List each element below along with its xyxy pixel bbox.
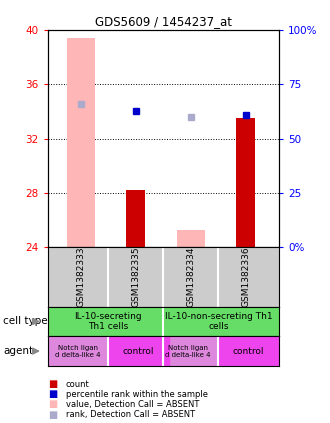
Text: GSM1382333: GSM1382333: [76, 247, 85, 308]
Text: value, Detection Call = ABSENT: value, Detection Call = ABSENT: [66, 400, 199, 409]
Text: GSM1382335: GSM1382335: [131, 247, 140, 308]
Text: GSM1382334: GSM1382334: [186, 247, 195, 308]
Text: ■: ■: [48, 399, 57, 409]
Bar: [67, 38, 95, 247]
Text: GSM1382336: GSM1382336: [241, 247, 250, 308]
Text: ■: ■: [48, 389, 57, 399]
Text: control: control: [123, 346, 154, 356]
Text: IL-10-secreting
Th1 cells: IL-10-secreting Th1 cells: [75, 312, 142, 331]
Title: GDS5609 / 1454237_at: GDS5609 / 1454237_at: [95, 16, 232, 28]
Bar: [163, 307, 279, 336]
Text: percentile rank within the sample: percentile rank within the sample: [66, 390, 208, 399]
Bar: [126, 190, 146, 247]
Text: control: control: [233, 346, 264, 356]
Text: cell type: cell type: [3, 316, 48, 327]
Text: Notch ligan
d delta-like 4: Notch ligan d delta-like 4: [165, 345, 211, 357]
Bar: [158, 336, 218, 366]
Text: count: count: [66, 379, 90, 389]
Bar: [108, 336, 169, 366]
Bar: [218, 336, 279, 366]
Text: agent: agent: [3, 346, 33, 356]
Bar: [48, 336, 108, 366]
Bar: [236, 118, 255, 247]
Bar: [48, 307, 163, 336]
Text: ■: ■: [48, 409, 57, 420]
Text: Notch ligan
d delta-like 4: Notch ligan d delta-like 4: [55, 345, 101, 357]
Text: IL-10-non-secreting Th1
cells: IL-10-non-secreting Th1 cells: [165, 312, 272, 331]
Text: ■: ■: [48, 379, 57, 389]
Text: rank, Detection Call = ABSENT: rank, Detection Call = ABSENT: [66, 410, 195, 419]
Bar: [177, 230, 205, 247]
